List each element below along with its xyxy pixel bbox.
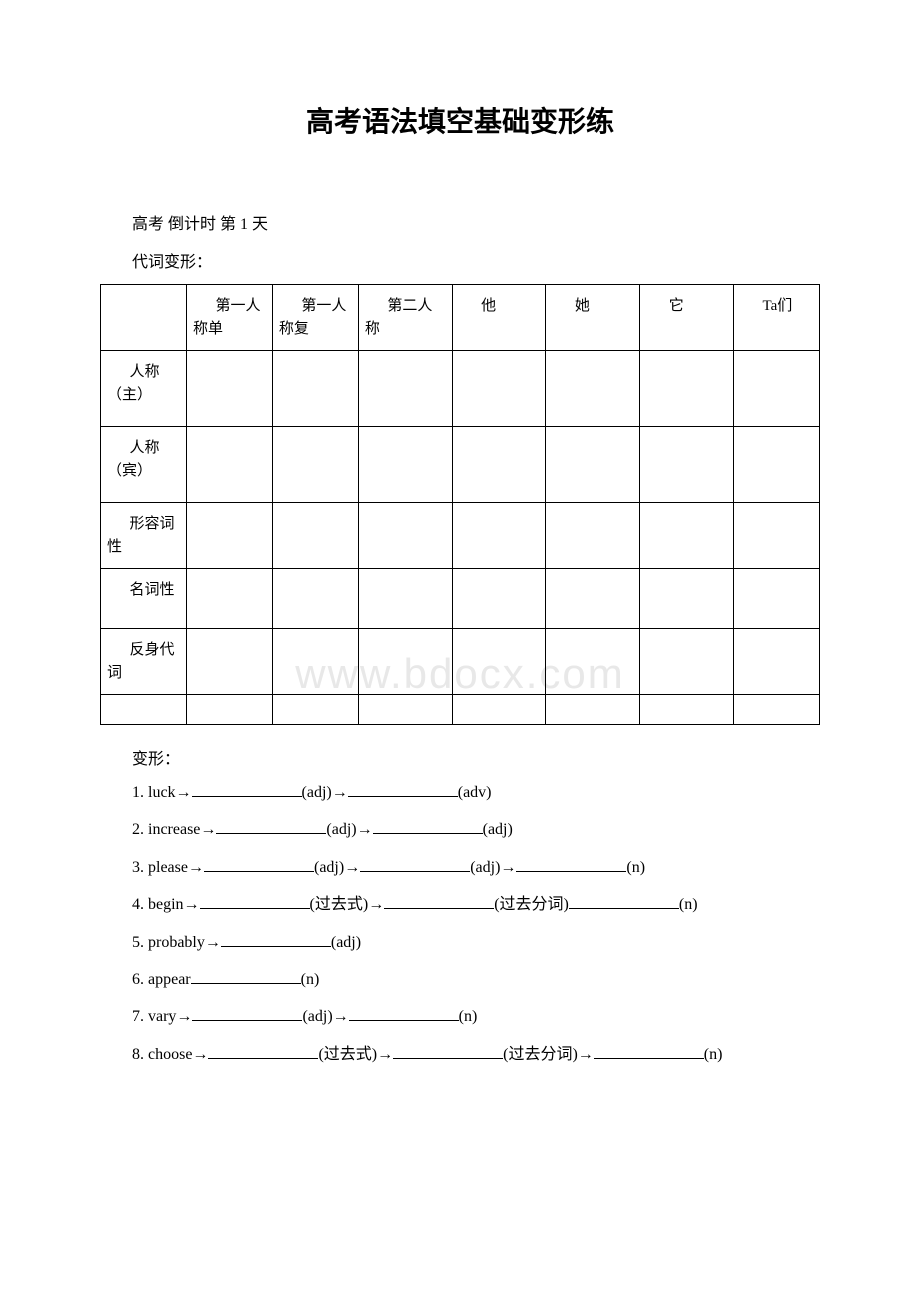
- pronoun-table: 第一人称单 第一人称复 第二人称 他 她 它 Ta们 人称（主） 人称（宾）: [100, 284, 820, 725]
- content-container: 高考语法填空基础变形练 高考 倒计时 第 1 天 代词变形： 第一人称单 第一人…: [100, 100, 820, 1066]
- table-row: 人称（宾）: [101, 427, 820, 503]
- transform-section-label: 变形：: [100, 745, 820, 769]
- table-cell: [272, 629, 358, 695]
- table-cell: [358, 503, 452, 569]
- table-cell: [546, 569, 640, 629]
- table-row: 形容词性: [101, 503, 820, 569]
- table-cell: [452, 569, 546, 629]
- table-cell: [640, 695, 734, 725]
- table-cell: [640, 503, 734, 569]
- header-cell: 她: [546, 285, 640, 351]
- table-cell: [272, 351, 358, 427]
- row-label: 名词性: [101, 569, 187, 629]
- exercise-item: 6. appear(n): [100, 968, 820, 991]
- countdown-subtitle: 高考 倒计时 第 1 天: [100, 210, 820, 234]
- exercise-item: 8. choose→(过去式)→(过去分词)→(n): [100, 1043, 820, 1066]
- table-cell: [452, 695, 546, 725]
- header-cell: Ta们: [733, 285, 819, 351]
- header-cell: 第一人称单: [186, 285, 272, 351]
- table-cell: [733, 427, 819, 503]
- table-cell: [272, 427, 358, 503]
- exercise-item: 3. please→(adj)→(adj)→(n): [100, 856, 820, 879]
- table-row: 名词性: [101, 569, 820, 629]
- table-cell: [358, 695, 452, 725]
- table-cell: [546, 503, 640, 569]
- table-cell: [452, 351, 546, 427]
- exercise-item: 1. luck→(adj)→(adv): [100, 781, 820, 804]
- table-row: [101, 695, 820, 725]
- table-cell: [640, 629, 734, 695]
- page-title: 高考语法填空基础变形练: [100, 100, 820, 140]
- header-cell: 它: [640, 285, 734, 351]
- table-cell: [101, 695, 187, 725]
- table-cell: [452, 427, 546, 503]
- table-cell: [186, 629, 272, 695]
- table-cell: [186, 427, 272, 503]
- table-cell: [733, 503, 819, 569]
- table-row: 人称（主）: [101, 351, 820, 427]
- exercise-item: 4. begin→(过去式)→(过去分词)(n): [100, 893, 820, 916]
- table-cell: [272, 695, 358, 725]
- table-cell: [186, 569, 272, 629]
- table-cell: [546, 695, 640, 725]
- row-label: 形容词性: [101, 503, 187, 569]
- table-cell: [640, 427, 734, 503]
- table-cell: [186, 695, 272, 725]
- table-cell: [733, 351, 819, 427]
- table-row: 反身代词: [101, 629, 820, 695]
- header-cell: 第二人称: [358, 285, 452, 351]
- table-cell: [452, 629, 546, 695]
- table-cell: [452, 503, 546, 569]
- exercise-item: 7. vary→(adj)→(n): [100, 1005, 820, 1028]
- row-label: 反身代词: [101, 629, 187, 695]
- header-cell: 第一人称复: [272, 285, 358, 351]
- table-cell: [358, 427, 452, 503]
- table-cell: [358, 629, 452, 695]
- table-cell: [546, 427, 640, 503]
- table-cell: [358, 569, 452, 629]
- table-cell: [272, 569, 358, 629]
- header-cell: 他: [452, 285, 546, 351]
- table-cell: [640, 351, 734, 427]
- table-cell: [733, 695, 819, 725]
- table-cell: [546, 629, 640, 695]
- exercise-list: 1. luck→(adj)→(adv) 2. increase→(adj)→(ad…: [100, 781, 820, 1066]
- table-cell: [186, 351, 272, 427]
- row-label: 人称（主）: [101, 351, 187, 427]
- header-empty: [101, 285, 187, 351]
- table-header-row: 第一人称单 第一人称复 第二人称 他 她 它 Ta们: [101, 285, 820, 351]
- table-cell: [546, 351, 640, 427]
- table-cell: [186, 503, 272, 569]
- table-cell: [358, 351, 452, 427]
- table-cell: [640, 569, 734, 629]
- exercise-item: 2. increase→(adj)→(adj): [100, 818, 820, 841]
- exercise-item: 5. probably→(adj): [100, 931, 820, 954]
- pronoun-section-label: 代词变形：: [100, 248, 820, 272]
- table-cell: [733, 569, 819, 629]
- table-cell: [272, 503, 358, 569]
- table-cell: [733, 629, 819, 695]
- row-label: 人称（宾）: [101, 427, 187, 503]
